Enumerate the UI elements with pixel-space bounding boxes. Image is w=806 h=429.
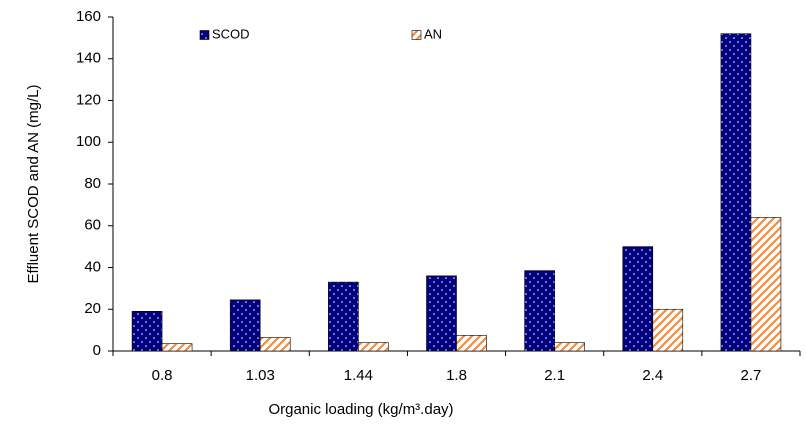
- y-tick-label: 100: [76, 133, 101, 150]
- bar: [328, 281, 359, 352]
- bar: [358, 342, 389, 352]
- bar: [229, 299, 261, 352]
- y-tick-label: 60: [84, 217, 101, 234]
- bar: [554, 342, 585, 352]
- x-tick-label: 2.7: [740, 367, 761, 384]
- bar: [259, 337, 291, 352]
- y-tick-label: 0: [93, 342, 101, 359]
- bar: [720, 33, 752, 352]
- x-tick-label: 2.1: [544, 367, 565, 384]
- legend-label: AN: [424, 26, 442, 41]
- bar: [524, 270, 555, 352]
- x-tick-label: 0.8: [152, 367, 173, 384]
- bar: [750, 217, 782, 352]
- bar: [131, 311, 163, 352]
- bar: [426, 275, 457, 352]
- bar: [161, 343, 193, 352]
- bar: [652, 308, 684, 352]
- legend-label: SCOD: [212, 26, 250, 41]
- y-axis-label: Effluent SCOD and AN (mg/L): [25, 85, 42, 284]
- y-tick-label: 40: [84, 258, 101, 275]
- y-tick-label: 80: [84, 175, 101, 192]
- x-tick-label: 2.4: [642, 367, 663, 384]
- legend-swatch: [411, 30, 422, 40]
- legend-swatch: [199, 30, 210, 40]
- bar: [622, 246, 654, 352]
- x-tick-label: 1.44: [344, 367, 373, 384]
- bar: [456, 335, 487, 352]
- y-tick-label: 120: [76, 91, 101, 108]
- y-tick-label: 160: [76, 8, 101, 25]
- x-tick-label: 1.8: [446, 367, 467, 384]
- x-tick-label: 1.03: [246, 367, 275, 384]
- y-tick-label: 20: [84, 300, 101, 317]
- y-tick-label: 140: [76, 50, 101, 67]
- x-axis-label: Organic loading (kg/m³.day): [268, 401, 453, 418]
